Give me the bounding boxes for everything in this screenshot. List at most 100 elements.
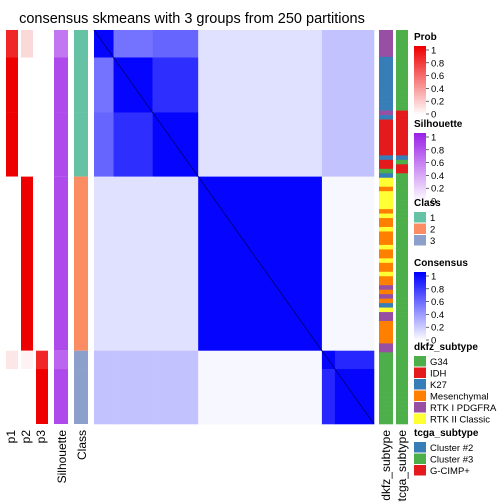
legend-gradient-step — [414, 310, 426, 313]
dkfz-subtype-row — [379, 101, 393, 107]
prob-p3-group-4 — [36, 176, 48, 351]
legend-gradient-step — [414, 60, 426, 63]
tcga-subtype-row — [396, 191, 408, 196]
dkfz-subtype-row — [379, 124, 393, 129]
dkfz-subtype-row — [379, 262, 393, 268]
tcga-subtype-row — [396, 155, 408, 161]
dkfz-subtype-row — [379, 258, 393, 264]
dkfz-subtype-row — [379, 303, 393, 308]
legend-title-dkfz_subtype: dkfz_subtype — [414, 342, 478, 353]
dkfz-subtype-row — [379, 106, 393, 111]
legend-title-tcga_subtype: tcga_subtype — [414, 428, 479, 439]
tcga-subtype-row — [396, 240, 408, 246]
tcga-subtype-row — [396, 164, 408, 170]
legend-entry-label: G34 — [430, 357, 448, 368]
tcga-subtype-row — [396, 38, 408, 44]
dkfz-subtype-row — [379, 34, 393, 40]
dkfz-subtype-row — [379, 92, 393, 98]
legend-gradient-step — [414, 193, 426, 196]
dkfz-subtype-row — [379, 334, 393, 340]
dkfz-subtype-row — [379, 383, 393, 389]
legend-gradient-step — [414, 141, 426, 144]
dkfz-subtype-row — [379, 61, 393, 67]
tcga-subtype-row — [396, 334, 408, 340]
consensus-diagonal — [93, 29, 375, 425]
tcga-subtype-row — [396, 168, 408, 174]
class-group-2 — [74, 57, 88, 113]
silhouette-group-4 — [54, 176, 68, 351]
legend-gradient-step — [414, 56, 426, 59]
tcga-subtype-row — [396, 383, 408, 389]
dkfz-subtype-row — [379, 356, 393, 362]
consensus-cell-3-6 — [334, 112, 375, 177]
legend-gradient-step — [414, 304, 426, 307]
legend-entry-label: G-CIMP+ — [430, 466, 470, 477]
tcga-subtype-row — [396, 150, 408, 156]
silhouette-group-6 — [54, 369, 68, 424]
prob-p3-group-2 — [36, 57, 48, 113]
tcga-subtype-row — [396, 79, 408, 85]
consensus-cell-2-3 — [152, 57, 199, 113]
legend-gradient-step — [414, 108, 426, 111]
legend-entry-label: 2 — [430, 225, 435, 236]
legend-swatch — [414, 356, 426, 367]
tcga-subtype-row — [396, 70, 408, 76]
tcga-subtype-row — [396, 410, 408, 416]
dkfz-subtype-row — [379, 392, 393, 398]
legend-gradient-step — [414, 300, 426, 303]
prob-p3-group-5 — [36, 350, 48, 370]
legend-title-consensus: Consensus — [414, 258, 468, 269]
dkfz-subtype-row — [379, 56, 393, 62]
tcga-subtype-row — [396, 137, 408, 143]
tcga-subtype-row — [396, 392, 408, 398]
dkfz-subtype-row — [379, 343, 393, 349]
legend-gradient-step — [414, 58, 426, 61]
dkfz-subtype-row — [379, 249, 393, 255]
legend-gradient-step — [414, 90, 426, 93]
legend-gradient-step — [414, 62, 426, 65]
legend-gradient-step — [414, 143, 426, 146]
tcga-subtype-row — [396, 316, 408, 322]
tcga-subtype-row — [396, 244, 408, 250]
column-label-p3: p3 — [34, 430, 48, 444]
legend-swatch — [414, 442, 426, 453]
class-group-6 — [74, 369, 88, 424]
legend-gradient-step — [414, 46, 426, 49]
dkfz-subtype-row — [379, 280, 393, 286]
tcga-subtype-row — [396, 249, 408, 255]
tcga-subtype-row — [396, 325, 408, 331]
legend-gradient-step — [414, 278, 426, 281]
legend-gradient-step — [414, 185, 426, 188]
tcga-subtype-row — [396, 365, 408, 371]
legend-tick-label: 0.2 — [431, 323, 444, 334]
tcga-subtype-row — [396, 83, 408, 89]
tcga-subtype-row — [396, 106, 408, 111]
prob-p2-group-4 — [21, 176, 33, 351]
legend-gradient-step — [414, 155, 426, 158]
dkfz-subtype-row — [379, 289, 393, 295]
legend-gradient-step — [414, 94, 426, 97]
legend-gradient-step — [414, 100, 426, 103]
legend-tick-label: 0.6 — [431, 71, 444, 82]
tcga-subtype-row — [396, 253, 408, 259]
silhouette-group-3 — [54, 112, 68, 177]
tcga-subtype-row — [396, 30, 408, 35]
dkfz-subtype-row — [379, 307, 393, 313]
legend-gradient-step — [414, 167, 426, 170]
legend-gradient-step — [414, 292, 426, 295]
subtype-annotation-columns — [379, 30, 408, 425]
legend-gradient-step — [414, 195, 426, 198]
tcga-subtype-row — [396, 361, 408, 367]
prob-p2-group-2 — [21, 57, 33, 113]
tcga-subtype-row — [396, 356, 408, 362]
legend-tick-label: 0 — [431, 110, 436, 121]
tcga-subtype-row — [396, 303, 408, 308]
legend-gradient-step — [414, 114, 426, 117]
dkfz-subtype-row — [379, 159, 393, 165]
tcga-subtype-row — [396, 347, 408, 353]
legend-gradient-step — [414, 308, 426, 311]
dkfz-subtype-row — [379, 240, 393, 246]
dkfz-subtype-row — [379, 43, 393, 49]
tcga-subtype-row — [396, 262, 408, 268]
tcga-subtype-row — [396, 338, 408, 344]
